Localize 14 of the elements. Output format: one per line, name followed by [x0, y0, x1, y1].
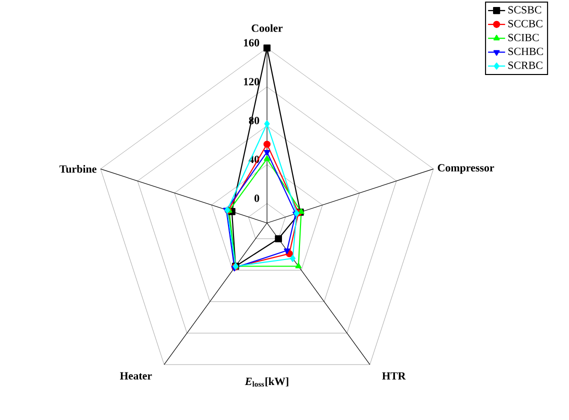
y-tick-label: 120 — [244, 78, 260, 86]
spoke-label: Cooler — [252, 24, 283, 32]
legend-label: SCRBC — [508, 62, 542, 69]
legend-label: SCCBC — [508, 20, 542, 28]
spoke-label: Heater — [120, 372, 152, 380]
spoke-label: Turbine — [60, 165, 96, 173]
legend-label: SCHBC — [508, 48, 543, 56]
y-tick-label: 160 — [244, 39, 260, 46]
legend-label: SCIBC — [508, 34, 539, 42]
legend-label: SCSBC — [508, 6, 542, 14]
text: E$_{loss}$[kW] — [244, 377, 288, 387]
spoke-label: HTR — [382, 372, 406, 380]
y-tick-label: 0 — [254, 194, 260, 202]
spoke-label: Compressor — [438, 164, 494, 174]
